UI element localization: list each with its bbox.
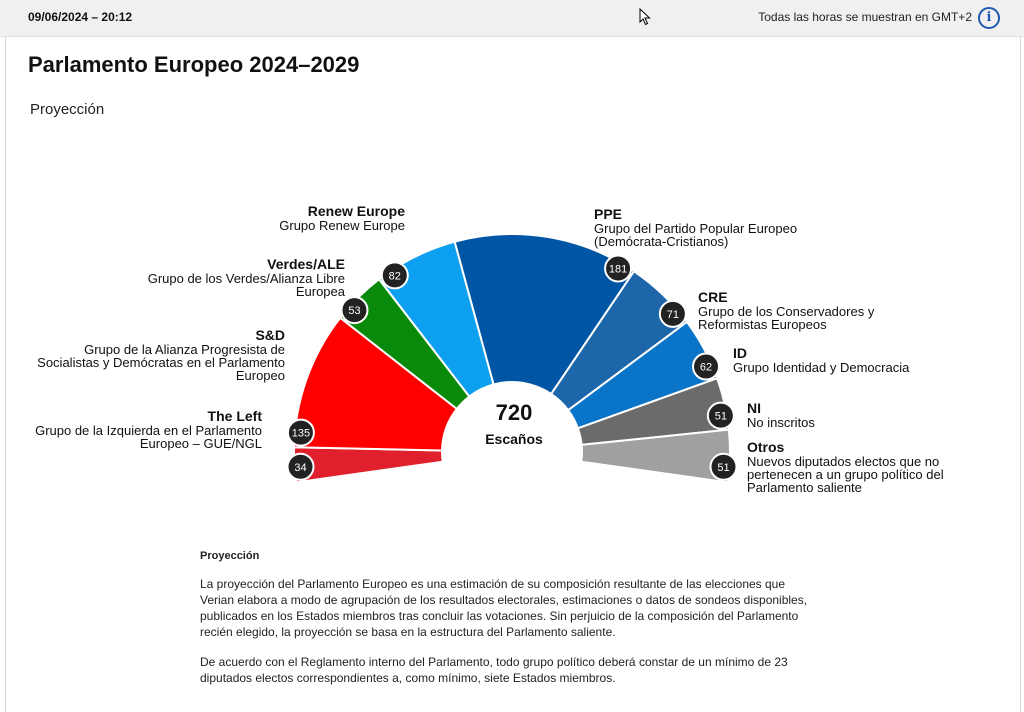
page-title: Parlamento Europeo 2024–2029 [28, 52, 360, 77]
legend-description: Nuevos diputados electos que no pertenec… [747, 454, 944, 495]
notes-paragraph: La proyección del Parlamento Europeo es … [200, 577, 808, 639]
seat-count-badge: 71 [658, 299, 687, 328]
legend-name: CRE [698, 289, 728, 305]
seat-count-label: 34 [294, 462, 306, 474]
datetime: 09/06/2024 – 20:12 [28, 10, 133, 24]
seat-count-badge: 51 [706, 401, 735, 430]
label-otros: Otros Nuevos diputados electos que no pe… [747, 439, 982, 495]
legend-description: Grupo Identidad y Democracia [733, 360, 910, 375]
seat-count-label: 51 [717, 462, 729, 474]
badge-circle [706, 401, 735, 430]
badge-circle [286, 418, 315, 447]
badge-circle [692, 352, 721, 381]
timezone-note: Todas las horas se muestran en GMT+2 [758, 10, 972, 24]
seat-count-badge: 135 [286, 418, 315, 447]
projection-notes: Proyección La proyección del Parlamento … [200, 548, 820, 700]
seat-segment-otros[interactable] [580, 428, 731, 484]
seat-count-label: 71 [667, 309, 679, 321]
seat-count-label: 181 [609, 263, 627, 275]
seat-count-badge: 34 [286, 452, 315, 481]
label-verdes-ale: Verdes/ALE Grupo de los Verdes/Alianza L… [95, 256, 345, 299]
badge-circle [709, 452, 738, 481]
label-renew-europe: Renew Europe Grupo Renew Europe [205, 203, 405, 233]
subtitle: Proyección [30, 101, 105, 118]
seat-count-label: 51 [715, 411, 727, 423]
seat-count-badge: 82 [380, 261, 409, 290]
badge-circle [340, 296, 369, 325]
legend-name: PPE [594, 206, 623, 222]
total-seats: 720 [495, 400, 533, 425]
label-s-and-d: S&D Grupo de la Alianza Progresista de S… [35, 327, 285, 383]
legend-name: Otros [747, 439, 785, 455]
legend-name: NI [747, 400, 761, 416]
seat-count-label: 62 [700, 362, 712, 374]
legend-name: Verdes/ALE [267, 256, 345, 272]
legend-name: The Left [207, 408, 262, 424]
legend-description: No inscritos [747, 415, 815, 430]
notes-paragraph: De acuerdo con el Reglamento interno del… [200, 655, 788, 685]
badge-circle [604, 254, 633, 283]
legend-description: Grupo de la Alianza Progresista de Socia… [37, 342, 285, 383]
seat-count-label: 53 [348, 305, 360, 317]
seat-count-label: 135 [292, 428, 310, 440]
legend-name: ID [733, 345, 747, 361]
label-the-left: The Left Grupo de la Izquierda en el Par… [12, 408, 262, 451]
seat-segment-s-d[interactable] [293, 316, 459, 452]
legend-name: S&D [255, 327, 285, 343]
badge-circle [380, 261, 409, 290]
notes-heading: Proyección [200, 550, 260, 562]
info-icon[interactable]: i [978, 7, 1000, 29]
seat-count-badge: 51 [709, 452, 738, 481]
badge-circle [286, 452, 315, 481]
badge-circle [658, 299, 687, 328]
label-ni: NI No inscritos [747, 400, 947, 430]
legend-description: Grupo Renew Europe [279, 218, 405, 233]
seat-segment-the-left[interactable] [293, 446, 444, 484]
content-frame [5, 37, 1021, 712]
seat-count-label: 82 [389, 270, 401, 282]
legend-description: Grupo de los Verdes/Alianza Libre Europe… [147, 271, 345, 299]
legend-description: Grupo de la Izquierda en el Parlamento E… [35, 423, 262, 451]
label-cre: CRE Grupo de los Conservadores y Reformi… [698, 289, 918, 332]
mouse-cursor-icon [639, 8, 651, 26]
legend-name: Renew Europe [307, 203, 405, 219]
label-id: ID Grupo Identidad y Democracia [733, 345, 973, 375]
seat-count-badge: 62 [692, 352, 721, 381]
legend-description: Grupo de los Conservadores y Reformistas… [698, 304, 875, 332]
seat-count-badge: 181 [604, 254, 633, 283]
label-ppe: PPE Grupo del Partido Popular Europeo (D… [594, 206, 844, 249]
total-seats-label: Escaños [485, 431, 543, 447]
legend-description: Grupo del Partido Popular Europeo (Demóc… [594, 221, 798, 249]
top-bar: 09/06/2024 – 20:12 Todas las horas se mu… [0, 0, 1024, 37]
seat-count-badge: 53 [340, 296, 369, 325]
